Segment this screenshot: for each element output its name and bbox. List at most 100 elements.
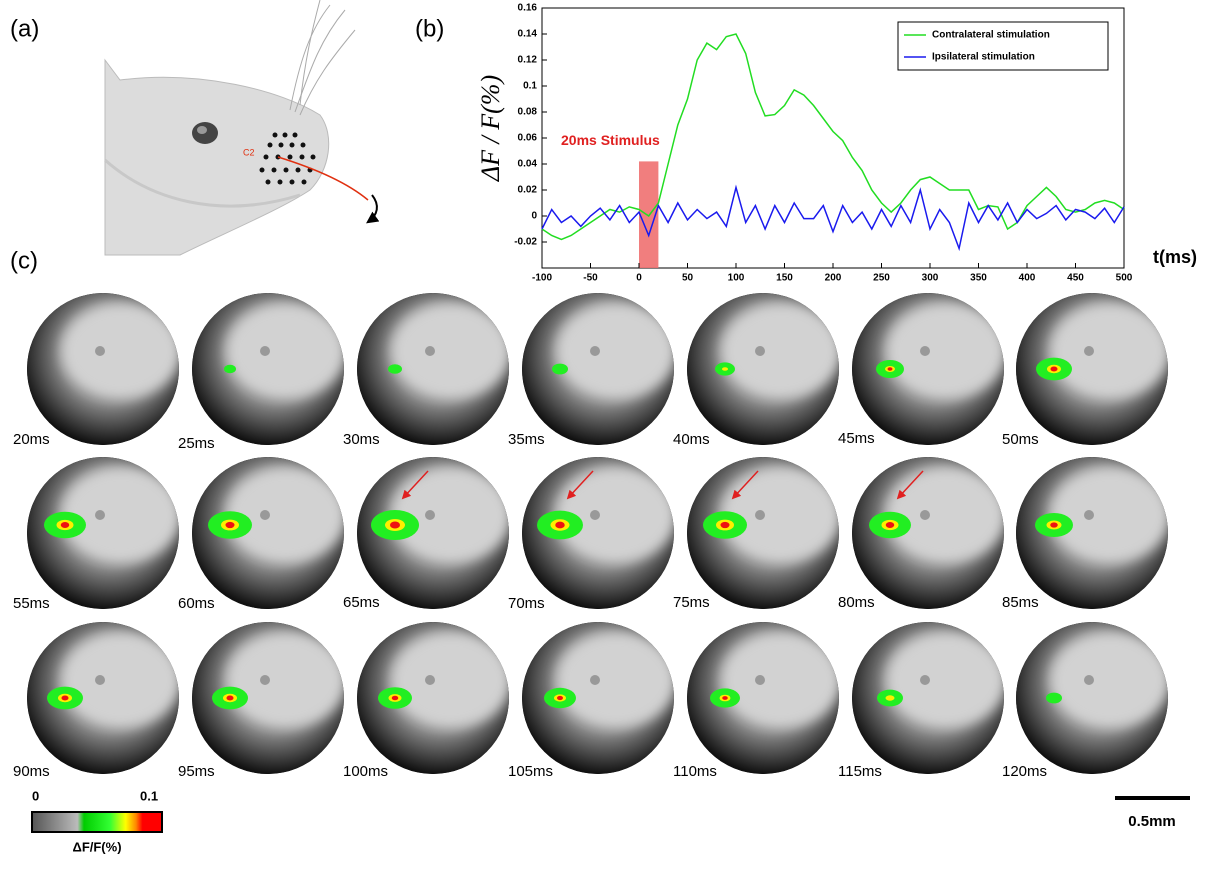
activation-red [390,521,400,529]
colorbar-title: ΔF/F(%) [72,839,121,854]
x-tick-label: -100 [532,273,552,284]
frame-time-label: 85ms [1002,594,1039,611]
frame-time-label: 110ms [673,763,717,780]
frame: 50ms [1002,293,1168,448]
colorbar: 0 0.1 ΔF/F(%) [31,788,163,854]
x-tick-label: 0 [636,273,642,284]
cortex-bright [556,467,674,563]
frame-time-label: 25ms [178,435,215,452]
frame: 85ms [1002,457,1168,611]
x-tick-label: 300 [922,273,939,284]
stimulus-bar [639,161,659,268]
x-tick-label: -50 [583,273,598,284]
frame-time-label: 80ms [838,594,875,611]
frame-content [1016,293,1168,445]
frame-time-label: 55ms [13,595,50,612]
frame-content [522,293,674,445]
colorbar-min: 0 [32,788,39,803]
vessel [1084,675,1094,685]
frame-content [1016,622,1168,774]
y-tick-label: 0.02 [518,185,538,196]
x-tick-label: 450 [1067,273,1084,284]
frame: 30ms [343,293,509,448]
cortex-bright [226,467,344,563]
frame-content [852,293,1004,445]
frame-time-label: 30ms [343,431,380,448]
frame: 120ms [1002,622,1168,780]
frame-content [357,622,509,774]
series-line [541,33,1125,241]
x-tick-label: 250 [873,273,890,284]
frame: 105ms [508,622,674,780]
frame: 20ms [13,293,179,448]
activation-green [1046,692,1062,704]
frame: 75ms [673,457,839,611]
x-tick-label: 50 [682,273,694,284]
frame: 40ms [673,293,839,448]
cortex-bright [61,467,179,563]
vessel [755,510,765,520]
frame: 80ms [838,457,1004,611]
frame-content [357,457,509,609]
activation-red [887,367,893,371]
vessel [590,510,600,520]
frame-time-label: 115ms [838,763,882,780]
vessel [95,510,105,520]
frame-time-label: 50ms [1002,431,1039,448]
vessel [1084,510,1094,520]
frame-time-label: 35ms [508,431,545,448]
vessel [425,510,435,520]
frame: 65ms [343,457,509,611]
frame: 90ms [13,622,179,780]
colorbar-scale [31,811,163,833]
y-tick-label: -0.02 [514,237,537,248]
vessel [425,675,435,685]
legend-label: Contralateral stimulation [932,30,1050,41]
frame: 100ms [343,622,509,780]
cortex-bright [721,467,839,563]
y-tick-label: 0 [531,211,537,222]
frame-content [27,293,179,445]
panel-label: (b) [415,15,444,42]
frame-time-label: 100ms [343,763,388,780]
frame: 70ms [508,457,674,612]
y-tick-label: 0.08 [518,107,538,118]
frame: 60ms [178,457,344,612]
cortex-bright [886,632,1004,728]
cortex-bright [61,303,179,399]
frame-content [687,293,839,445]
vessel [260,510,270,520]
cortex-bright [721,303,839,399]
activation-red [226,695,234,701]
vessel [260,346,270,356]
x-tick-label: 500 [1116,273,1133,284]
activation-red [557,695,563,701]
frame-content [522,622,674,774]
cortex-bright [886,303,1004,399]
frame-content [852,622,1004,774]
line-chart: 20ms Stimulus -0.02 0 0.02 0.04 0.06 0.08 0.1 0.… [476,3,1197,284]
y-tick-label: 0.16 [518,3,538,14]
legend-box [897,21,1109,71]
frame-content [192,293,344,445]
activation-green [388,364,402,374]
frame-time-label: 70ms [508,595,545,612]
activation-red [722,696,728,700]
cortex-bright [226,632,344,728]
vessel [1084,346,1094,356]
frame-time-label: 45ms [838,430,875,447]
vessel [95,346,105,356]
frame: 35ms [508,293,674,448]
frame-content [687,622,839,774]
frame: 55ms [13,457,179,612]
rat-illustration: C2 [104,0,380,256]
highlight-arrow [896,470,924,500]
cortex-bright [556,303,674,399]
y-tick-label: 0.12 [518,55,538,66]
panel-label: (a) [10,15,39,42]
frames: 20ms 25ms 30ms 35ms 40ms 45ms 50ms 55ms 60ms 65ms… [13,293,1168,780]
stimulus-label: 20ms Stimulus [561,132,660,148]
frame-time-label: 20ms [13,431,50,448]
colorbar-max: 0.1 [140,788,158,803]
cortex-bright [1050,632,1168,728]
